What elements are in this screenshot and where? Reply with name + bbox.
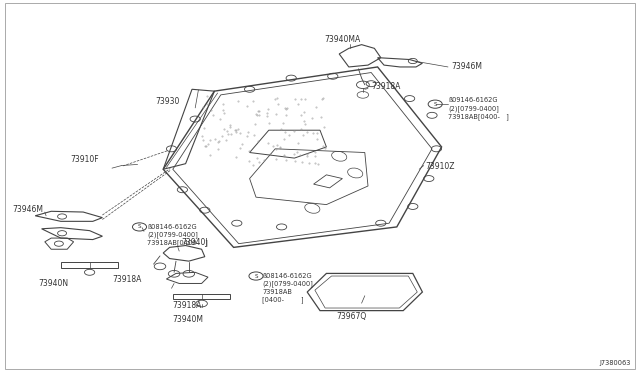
Text: 73940MA: 73940MA <box>324 35 360 44</box>
Text: 73946M: 73946M <box>13 205 44 214</box>
Text: S: S <box>433 102 437 107</box>
Text: 73918A: 73918A <box>112 275 141 284</box>
Text: 73940M: 73940M <box>173 315 204 324</box>
Text: ß09146-6162G
(2)[0799-0400]
73918AB[0400-   ]: ß09146-6162G (2)[0799-0400] 73918AB[0400… <box>448 97 509 120</box>
Text: 73967Q: 73967Q <box>336 312 366 321</box>
Text: 73930: 73930 <box>156 97 180 106</box>
Text: 73946M: 73946M <box>451 62 482 71</box>
Text: 73910F: 73910F <box>70 155 99 164</box>
Text: J7380063: J7380063 <box>599 360 630 366</box>
Text: 73918A: 73918A <box>371 82 401 91</box>
Text: 73918A: 73918A <box>173 301 202 310</box>
Text: ß08146-6162G
(2)[0799-0400]
73918AB
[0400-        ]: ß08146-6162G (2)[0799-0400] 73918AB [040… <box>262 273 313 303</box>
Text: 73910Z: 73910Z <box>426 162 455 171</box>
Text: 73940J: 73940J <box>182 238 209 247</box>
Text: S: S <box>254 273 258 279</box>
Text: ß08146-6162G
(2)[0799-0400]
73918AB[0400-   ]: ß08146-6162G (2)[0799-0400] 73918AB[0400… <box>147 224 208 246</box>
Text: 73940N: 73940N <box>38 279 68 288</box>
Text: S: S <box>138 224 141 230</box>
